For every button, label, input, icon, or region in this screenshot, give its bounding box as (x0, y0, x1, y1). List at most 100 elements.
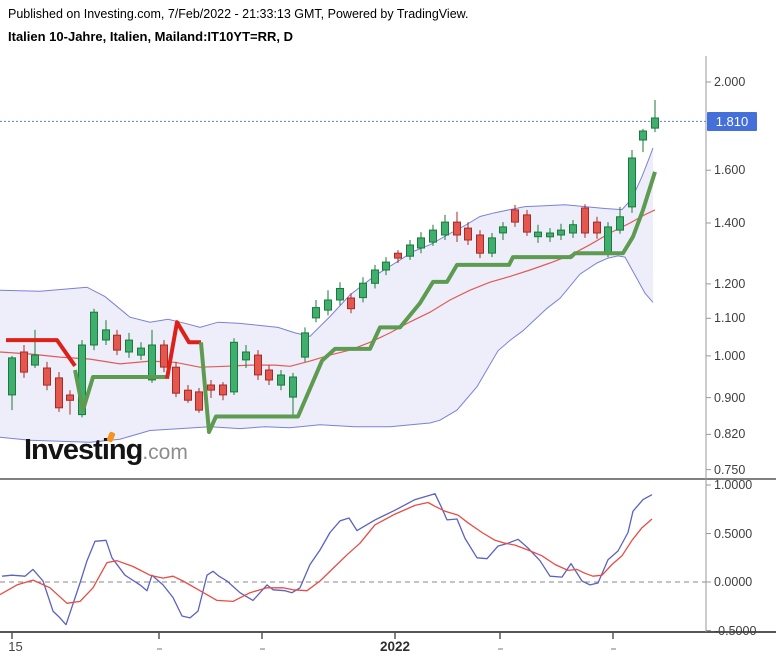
candle-body (254, 354, 262, 376)
candle-body (534, 231, 542, 238)
candle-body (242, 351, 250, 361)
candle-body (628, 157, 636, 208)
candle-body (265, 369, 273, 381)
price-axis-label: 2.000 (714, 75, 746, 89)
candle (523, 209, 531, 236)
x-axis-label: 2022 (379, 639, 411, 654)
investing-logo: Investing.com (24, 431, 188, 467)
candle-body (137, 347, 145, 356)
candle (476, 230, 484, 259)
candle (184, 385, 192, 403)
candle (616, 206, 624, 234)
candle (277, 370, 285, 391)
candle (429, 224, 437, 246)
candle (113, 329, 121, 356)
instrument-title: Italien 10-Jahre, Italien, Mailand:IT10Y… (8, 29, 293, 44)
candle (230, 338, 238, 395)
candle-body (417, 237, 425, 249)
price-axis-label: 1.100 (714, 311, 746, 326)
candle-body (429, 229, 437, 243)
x-axis-minor-label-mark (157, 648, 162, 650)
candle (289, 372, 297, 415)
candle (172, 361, 180, 398)
candle (651, 100, 659, 133)
candle (382, 257, 390, 276)
candle (160, 340, 168, 373)
x-axis-minor-label-mark (498, 648, 503, 650)
candle (371, 264, 379, 289)
last-price-badge: 1.810 (707, 112, 757, 131)
trend-line-red (165, 320, 201, 380)
price-axis-label: 0.820 (714, 427, 746, 442)
investing-logo-suffix: .com (142, 441, 188, 464)
x-axis-label: 15 (8, 639, 23, 654)
candle (43, 361, 51, 391)
candle-body (43, 367, 51, 386)
trend-line-green (73, 369, 167, 413)
candle (125, 332, 133, 358)
investing-logo-text: Investing (24, 434, 143, 466)
candle-body (324, 299, 332, 311)
bollinger-lower-band (0, 255, 654, 443)
candle-body (172, 366, 180, 394)
candle-body (616, 216, 624, 231)
candle-body (476, 234, 484, 254)
candle-body (581, 207, 589, 234)
candle-body (464, 227, 472, 241)
candle-body (382, 261, 390, 271)
candle-body (604, 226, 612, 254)
candle-body (289, 376, 297, 398)
candle (546, 228, 554, 242)
candle (417, 232, 425, 254)
candle-body (8, 357, 16, 396)
candle-body (207, 384, 215, 391)
candle-body (569, 224, 577, 234)
candle (90, 308, 98, 351)
candle (195, 388, 203, 413)
candle (464, 222, 472, 245)
candle-body (651, 117, 659, 129)
price-axis-label: 0.750 (714, 462, 746, 477)
candle (20, 345, 28, 378)
candle (301, 327, 309, 362)
candle-body (20, 351, 28, 373)
candle (639, 128, 647, 153)
candle-body (453, 221, 461, 236)
candle-body (499, 226, 507, 234)
candle-body (125, 339, 133, 353)
candle-body (312, 307, 320, 319)
candle-body (277, 374, 285, 386)
candle-body (90, 311, 98, 346)
candle-body (195, 391, 203, 411)
price-axis-label: 1.200 (714, 276, 746, 291)
candle (394, 250, 402, 263)
candle-body (488, 237, 496, 254)
candle-body (557, 229, 565, 236)
candle (511, 205, 519, 227)
x-axis-minor-label-mark (611, 648, 616, 650)
candle-body (406, 244, 414, 257)
candle (336, 282, 344, 306)
x-axis-minor-label-mark (260, 648, 265, 650)
candle (569, 220, 577, 238)
candle (102, 320, 110, 345)
oscillator-axis-label: 0.5000 (714, 526, 753, 541)
candle (406, 240, 414, 260)
candle-body (394, 252, 402, 259)
candle-body (593, 221, 601, 234)
candle-body (219, 384, 227, 396)
price-axis-label: 1.600 (714, 163, 746, 178)
candle (581, 204, 589, 238)
candle-body (102, 329, 110, 341)
price-axis-label: 0.900 (714, 390, 746, 405)
oscillator-axis-label: 0.0000 (714, 575, 753, 589)
candle-body (31, 354, 39, 366)
candle-body (230, 341, 238, 393)
candle (488, 233, 496, 258)
candle-body (523, 214, 531, 233)
candle (347, 293, 355, 314)
oscillator-axis-label: 1.0000 (714, 478, 753, 492)
price-axis-label: 1.400 (714, 216, 746, 230)
